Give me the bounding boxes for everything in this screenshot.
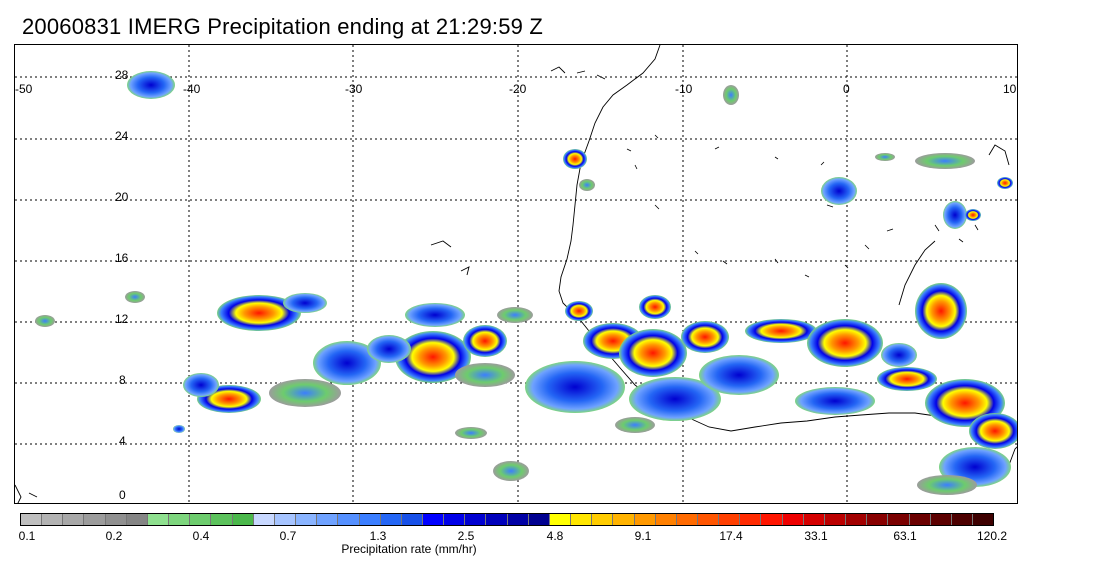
colorbar-label-7: 9.1 — [634, 529, 652, 543]
land-specks — [626, 134, 979, 278]
lat-label-8: 8 — [119, 373, 126, 387]
colorbar-swatch — [951, 514, 974, 525]
colorbar-label-11: 120.2 — [976, 529, 1008, 543]
lon-label-minus10: -10 — [675, 82, 693, 96]
colorbar-swatch — [444, 514, 466, 525]
colorbar-label-8: 17.4 — [719, 529, 743, 543]
colorbar-swatch — [274, 514, 297, 525]
colorbar-swatch — [909, 514, 931, 525]
colorbar-swatch — [740, 514, 762, 525]
colorbar-swatch — [465, 514, 487, 525]
colorbar-swatch — [105, 514, 127, 525]
colorbar-swatch — [422, 514, 445, 525]
map-panel: -50 -40 -30 -20 -10 0 10 28 24 20 16 12 … — [14, 44, 1018, 504]
lon-label-minus40: -40 — [183, 82, 201, 96]
lat-label-4: 4 — [119, 434, 126, 448]
colorbar-swatch — [253, 514, 275, 525]
lat-label-16: 16 — [115, 251, 129, 265]
colorbar-swatch — [147, 514, 170, 525]
colorbar-swatch — [592, 514, 614, 525]
colorbar-swatch — [126, 514, 148, 525]
lat-label-0: 0 — [119, 488, 126, 502]
colorbar-swatch — [296, 514, 318, 525]
colorbar-title: Precipitation rate (mm/hr) — [341, 542, 477, 556]
colorbar-swatch — [803, 514, 825, 525]
lon-label-minus30: -30 — [345, 82, 363, 96]
colorbar-swatch — [190, 514, 212, 525]
colorbar-swatch — [507, 514, 529, 525]
gridlines — [15, 45, 1017, 503]
colorbar-swatch — [42, 514, 64, 525]
colorbar-swatch — [782, 514, 804, 525]
lat-label-20: 20 — [115, 190, 129, 204]
colorbar-swatch — [571, 514, 593, 525]
colorbar-swatch — [761, 514, 783, 525]
colorbar-swatch — [232, 514, 254, 525]
lon-label-minus50: -50 — [15, 82, 33, 96]
colorbar-swatch — [338, 514, 360, 525]
colorbar-swatch — [676, 514, 698, 525]
colorbar-label-4: 1.3 — [369, 529, 387, 543]
colorbar-swatch — [486, 514, 508, 525]
colorbar-swatch — [63, 514, 85, 525]
precip-cells — [35, 71, 1017, 495]
colorbar-swatch — [21, 514, 43, 525]
colorbar-label-0: 0.1 — [18, 529, 36, 543]
lat-label-24: 24 — [115, 129, 129, 143]
colorbar-label-1: 0.2 — [105, 529, 123, 543]
map-title: 20060831 IMERG Precipitation ending at 2… — [22, 14, 544, 39]
colorbar — [20, 513, 994, 526]
lon-label-minus20: -20 — [509, 82, 527, 96]
lon-label-0: 0 — [843, 82, 850, 96]
colorbar-swatch — [698, 514, 720, 525]
colorbar-swatch — [549, 514, 572, 525]
precipitation-map — [15, 45, 1017, 503]
colorbar-label-10: 63.1 — [893, 529, 917, 543]
colorbar-label-3: 0.7 — [279, 529, 297, 543]
lat-label-12: 12 — [115, 312, 129, 326]
colorbar-swatch — [846, 514, 868, 525]
colorbar-swatch — [169, 514, 191, 525]
colorbar-swatch — [613, 514, 635, 525]
colorbar-label-9: 33.1 — [804, 529, 828, 543]
colorbar-swatch — [973, 514, 994, 525]
colorbar-swatch — [888, 514, 910, 525]
colorbar-swatch — [867, 514, 889, 525]
colorbar-label-6: 4.8 — [546, 529, 564, 543]
colorbar-swatch — [84, 514, 106, 525]
colorbar-label-2: 0.4 — [192, 529, 210, 543]
lon-label-10: 10 — [1003, 82, 1017, 96]
colorbar-swatch — [528, 514, 550, 525]
lat-label-28: 28 — [115, 68, 129, 82]
colorbar-swatch — [824, 514, 847, 525]
colorbar-swatch — [317, 514, 339, 525]
colorbar-swatch — [655, 514, 677, 525]
colorbar-swatch — [634, 514, 656, 525]
colorbar-swatch — [211, 514, 233, 525]
coastline — [15, 45, 1017, 503]
colorbar-label-5: 2.5 — [457, 529, 475, 543]
colorbar-swatch — [380, 514, 402, 525]
colorbar-swatch — [719, 514, 741, 525]
colorbar-swatch — [359, 514, 381, 525]
colorbar-swatch — [930, 514, 952, 525]
colorbar-swatch — [401, 514, 423, 525]
